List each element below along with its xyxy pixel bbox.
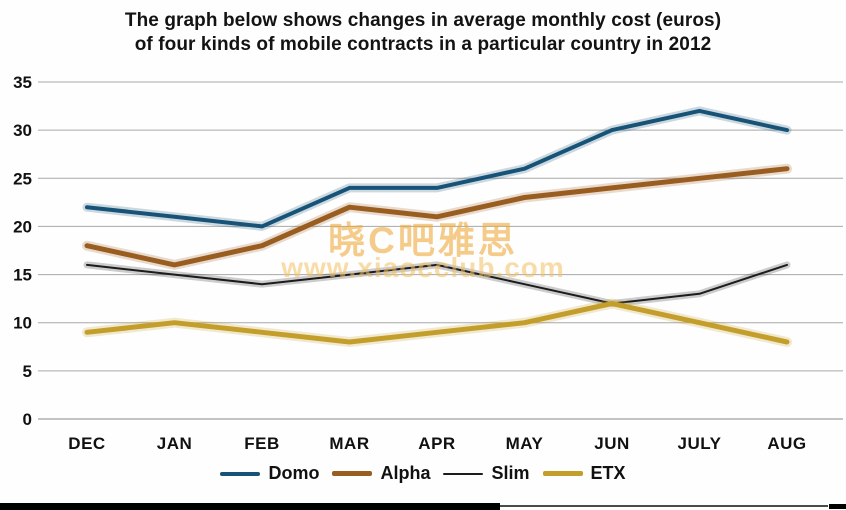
bottom-black-bar xyxy=(0,503,500,510)
series-line-etx xyxy=(84,301,790,345)
bottom-black-bar-right xyxy=(829,504,846,509)
etx-line-swatch-icon xyxy=(542,471,583,476)
chart-title: The graph below shows changes in average… xyxy=(0,9,846,57)
y-tick-label-5: 5 xyxy=(23,362,32,381)
y-tick-label-0: 0 xyxy=(23,410,32,429)
legend-label-slim: Slim xyxy=(491,463,530,483)
legend-item-domo: Domo xyxy=(220,463,319,484)
series-halo-slim xyxy=(83,261,791,307)
y-tick-label-10: 10 xyxy=(13,314,32,333)
x-tick-label-feb: FEB xyxy=(244,434,280,453)
series-line-alpha xyxy=(84,166,790,268)
y-tick-label-15: 15 xyxy=(13,266,32,285)
chart-legend: Domo Alpha Slim ETX xyxy=(0,463,846,484)
legend-item-etx: ETX xyxy=(542,463,626,484)
x-tick-label-dec: DEC xyxy=(68,434,105,453)
y-tick-label-30: 30 xyxy=(13,121,32,140)
x-tick-label-mar: MAR xyxy=(329,434,369,453)
series-line-domo xyxy=(85,108,789,229)
x-tick-label-apr: APR xyxy=(418,434,455,453)
legend-item-alpha: Alpha xyxy=(332,463,430,484)
series-line-slim xyxy=(86,263,788,305)
bottom-thin-line xyxy=(500,505,828,507)
legend-label-alpha: Alpha xyxy=(380,463,431,483)
x-tick-label-jun: JUN xyxy=(594,434,630,453)
x-tick-label-aug: AUG xyxy=(767,434,806,453)
legend-item-slim: Slim xyxy=(443,463,530,484)
y-tick-label-25: 25 xyxy=(13,169,32,188)
series-halo-domo xyxy=(82,106,792,231)
y-tick-label-35: 35 xyxy=(13,73,32,92)
y-tick-label-20: 20 xyxy=(13,217,32,236)
slim-line-swatch-icon xyxy=(443,472,484,475)
x-tick-label-july: JULY xyxy=(678,434,722,453)
domo-line-swatch-icon xyxy=(220,471,261,476)
legend-label-etx: ETX xyxy=(590,463,626,483)
chart-title-line2: of four kinds of mobile contracts in a p… xyxy=(134,34,712,55)
legend-label-domo: Domo xyxy=(268,463,320,483)
chart-title-line1: The graph below shows changes in average… xyxy=(124,10,722,31)
alpha-line-swatch-icon xyxy=(332,471,373,476)
x-tick-label-jan: JAN xyxy=(157,434,193,453)
x-tick-label-may: MAY xyxy=(506,434,544,453)
